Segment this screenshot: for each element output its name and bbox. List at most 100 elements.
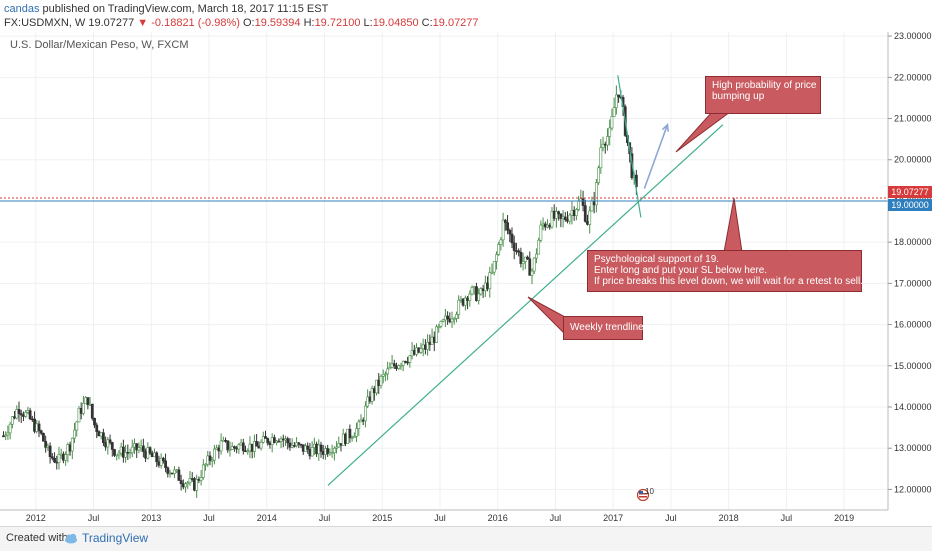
candle-body	[339, 443, 343, 446]
candle-body	[608, 127, 612, 137]
publish-info: published on TradingView.com, March 18, …	[42, 3, 329, 15]
candle-body	[95, 424, 99, 432]
candle-body	[392, 363, 396, 367]
candle-body	[199, 477, 203, 481]
low-value: 19.04850	[372, 17, 419, 29]
x-tick-label: Jul	[203, 513, 215, 523]
weekly-trendline	[327, 124, 724, 486]
candle-body	[39, 430, 43, 434]
candle-body	[73, 429, 76, 439]
time-axis[interactable]: 2012 Jul 2013 Jul 2014 Jul 2015 Jul 2016 Jul 2017 J…	[26, 513, 854, 523]
candle-body	[463, 297, 467, 306]
note-psychological-support[interactable]: Psychological support of 19. Enter long …	[587, 250, 863, 292]
candle-body	[86, 397, 90, 406]
candle-body	[97, 431, 101, 437]
tradingview-brand[interactable]: TradingView	[82, 531, 149, 545]
projection-arrowhead	[661, 122, 669, 132]
candle-body	[588, 210, 592, 225]
candle-body	[435, 326, 438, 343]
candle-body	[193, 478, 196, 491]
y-tick-label: 14.00000	[894, 402, 932, 412]
candle-body	[181, 483, 185, 488]
candle-body	[501, 219, 505, 241]
candle-body	[104, 442, 108, 448]
candle-body	[419, 348, 423, 353]
candle-body	[57, 454, 61, 463]
candle-body	[395, 365, 398, 369]
candle-body	[101, 432, 105, 443]
candle-body	[461, 298, 465, 306]
price-axis[interactable]: 12.00000 13.00000 14.00000 15.00000 16.00000…	[888, 31, 932, 494]
candle-body	[572, 209, 576, 216]
candle-body	[428, 341, 432, 345]
candle-body	[390, 363, 394, 368]
x-tick-label: Jul	[781, 513, 793, 523]
candle-body	[606, 136, 609, 146]
candle-body	[439, 321, 443, 327]
candle-body	[341, 433, 345, 446]
chart-title: U.S. Dollar/Mexican Peso, W, FXCM	[10, 39, 189, 51]
candle-body	[4, 434, 8, 437]
candle-body	[295, 442, 298, 447]
economic-event-icon[interactable]: 10	[636, 487, 656, 501]
candle-body	[481, 288, 485, 291]
candle-body	[257, 445, 261, 449]
candle-body	[550, 210, 554, 228]
candle-body	[284, 438, 287, 441]
candle-body	[359, 419, 363, 423]
candle-body	[190, 478, 194, 480]
candle-body	[459, 298, 463, 301]
candle-body	[128, 452, 132, 455]
candle-body	[443, 315, 447, 321]
symbol-label: FX:USDMXN, W	[4, 17, 86, 29]
note-weekly-trendline[interactable]: Weekly trendline	[563, 316, 644, 340]
candle-body	[170, 472, 174, 475]
candle-body	[117, 452, 121, 456]
candle-body	[446, 315, 449, 320]
candle-body	[150, 452, 154, 458]
x-tick-label: 2013	[141, 513, 161, 523]
candle-body	[532, 257, 536, 272]
candle-body	[472, 286, 476, 288]
candle-body	[124, 452, 128, 458]
candle-body	[75, 421, 79, 431]
y-tick-label: 18.00000	[894, 237, 932, 247]
x-tick-label: 2017	[603, 513, 623, 523]
candle-body	[224, 439, 227, 442]
publish-line: candas published on TradingView.com, Mar…	[4, 3, 328, 15]
candle-body	[255, 441, 259, 447]
candle-body	[372, 388, 376, 394]
open-label: O:	[242, 17, 255, 29]
candle-body	[468, 293, 472, 301]
candle-body	[33, 418, 36, 432]
candle-body	[566, 219, 569, 222]
candle-body	[512, 242, 516, 251]
note2-line3: If price breaks this level down, we will…	[594, 276, 863, 287]
candle-body	[350, 437, 354, 439]
candle-body	[583, 205, 587, 222]
candle-body	[137, 447, 141, 451]
candle-body	[177, 469, 181, 481]
candle-body	[26, 410, 30, 413]
candle-body	[157, 461, 161, 466]
candle-body	[450, 318, 454, 323]
candle-body	[279, 438, 283, 442]
candle-body	[537, 239, 541, 255]
x-tick-label: 2015	[372, 513, 392, 523]
candle-body	[552, 210, 556, 219]
candle-body	[213, 448, 216, 461]
note-price-bump[interactable]: High probability of price bumping up	[705, 76, 821, 114]
candle-body	[330, 452, 334, 454]
close-value: 19.07277	[432, 17, 479, 29]
candle-body	[510, 233, 514, 244]
candle-body	[99, 432, 103, 437]
candle-body	[423, 344, 427, 350]
candle-body	[10, 416, 14, 425]
candle-body	[173, 469, 176, 474]
candle-body	[479, 288, 483, 295]
candle-body	[315, 443, 318, 455]
candle-body	[55, 461, 59, 464]
candle-body	[379, 376, 383, 386]
candle-body	[337, 443, 341, 448]
author-link[interactable]: candas	[4, 3, 40, 15]
